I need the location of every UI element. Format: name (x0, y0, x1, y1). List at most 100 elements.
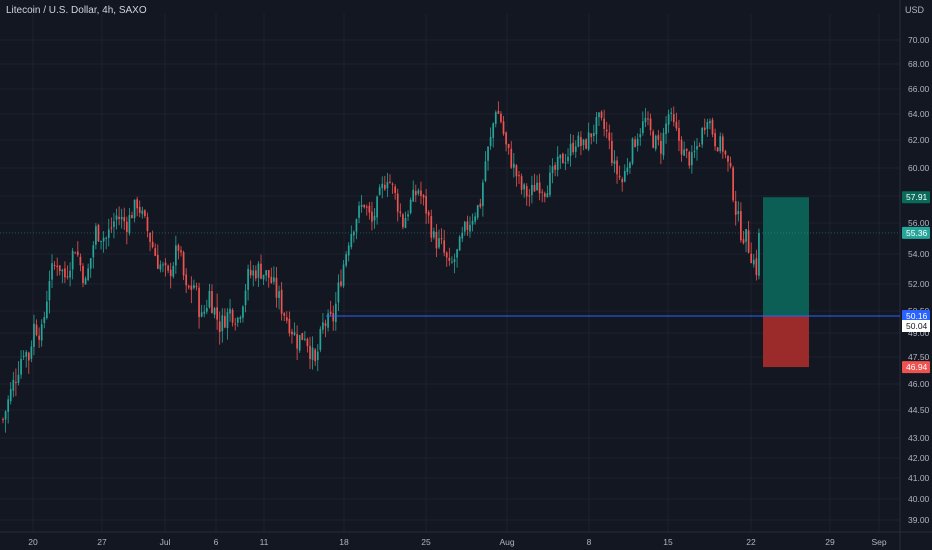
candle (634, 136, 636, 148)
candle-body (660, 140, 662, 154)
candle-body (531, 184, 533, 196)
candle-body (125, 221, 128, 233)
candle (433, 227, 435, 240)
candle (84, 276, 87, 285)
candle-body (391, 183, 394, 185)
candle-body (634, 139, 636, 147)
candle-body (701, 127, 704, 145)
candle (721, 133, 724, 159)
candle-body (100, 240, 102, 242)
candle-body (203, 311, 206, 314)
candle (22, 350, 25, 361)
candle (729, 156, 732, 169)
candle-body (319, 328, 322, 350)
candle-body (740, 211, 742, 241)
long-position-tool (326, 197, 900, 368)
candle-body (218, 321, 221, 333)
candle (425, 188, 427, 225)
candle-body (61, 269, 64, 272)
candle-body (412, 189, 415, 202)
candle (355, 218, 358, 240)
candle (538, 173, 541, 201)
candle (683, 141, 685, 156)
candle-body (136, 199, 139, 209)
candle (167, 264, 169, 274)
candle (667, 109, 670, 133)
candle (391, 182, 394, 194)
candle-body (236, 317, 239, 323)
candle-body (724, 151, 727, 155)
candle (144, 209, 146, 218)
candle-body (528, 195, 531, 197)
candle-body (512, 163, 515, 168)
candle (461, 226, 464, 243)
candle-body (2, 419, 4, 421)
candle-body (27, 352, 30, 361)
candle-body (224, 316, 226, 328)
candle-body (187, 285, 190, 288)
candle-body (180, 250, 182, 253)
candle (727, 155, 729, 172)
candle (249, 260, 252, 279)
candle-body (649, 118, 652, 131)
candle-body (25, 352, 28, 357)
candle (242, 305, 244, 323)
candle (262, 274, 265, 285)
candle-body (175, 245, 177, 266)
candle-body (425, 196, 427, 214)
candle (218, 311, 221, 345)
candle-body (164, 262, 167, 266)
candle (435, 224, 438, 258)
candle (304, 331, 306, 342)
candle-body (87, 268, 89, 280)
candle-body (629, 162, 631, 169)
grid-lines (0, 14, 900, 532)
candle (309, 336, 311, 369)
candle (195, 282, 198, 291)
candle (334, 291, 337, 331)
candle-body (15, 382, 17, 384)
candle-body (448, 257, 451, 261)
candle (236, 316, 239, 327)
candle (64, 261, 66, 283)
candle (719, 132, 722, 154)
candle (365, 204, 368, 216)
candle (556, 146, 559, 177)
candle-body (605, 129, 608, 132)
candle-body (487, 146, 489, 161)
candle (293, 322, 296, 337)
candle-body (590, 133, 593, 137)
candle (213, 306, 216, 319)
candle-body (389, 181, 391, 183)
candle-body (131, 215, 133, 219)
candle-body (71, 250, 74, 270)
candle (641, 111, 644, 136)
candle (71, 247, 74, 280)
candle-body (257, 263, 260, 278)
candle-body (95, 226, 97, 245)
candle (20, 350, 22, 379)
candle (569, 133, 572, 167)
price-tick-label: 46.00 (908, 379, 930, 389)
candle (347, 242, 350, 262)
candle (678, 119, 680, 152)
candle-body (216, 307, 218, 320)
candle-body (654, 135, 657, 150)
candle-body (275, 277, 278, 298)
candle-body (211, 291, 213, 314)
candle-body (402, 214, 404, 228)
candle (546, 185, 549, 198)
time-tick-label: 8 (587, 537, 592, 547)
candle (703, 118, 706, 135)
candle-body (494, 112, 497, 124)
candle (15, 368, 17, 397)
candle-body (4, 411, 7, 420)
time-tick-label: Aug (499, 537, 514, 547)
candle (533, 173, 536, 192)
candle (430, 209, 433, 242)
candle-body (144, 210, 146, 217)
candle (580, 131, 582, 156)
candle (200, 304, 203, 318)
